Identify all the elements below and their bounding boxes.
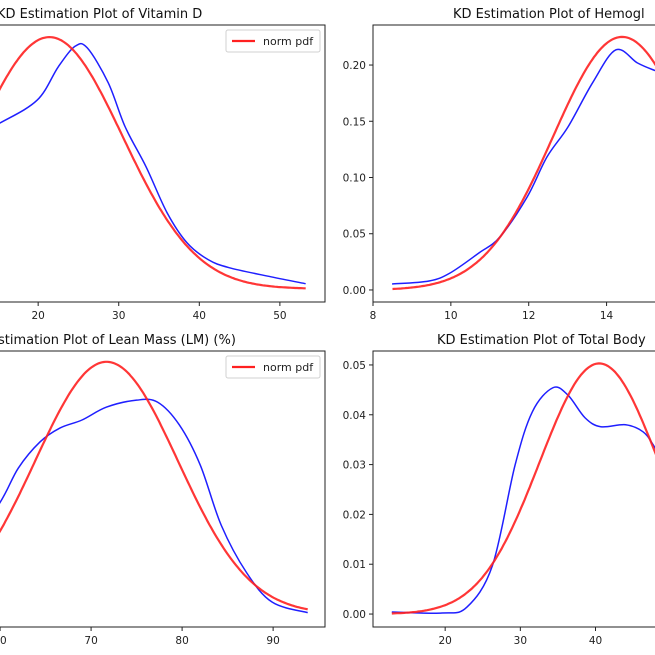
x-tick-label: 50 (273, 310, 286, 322)
x-tick-label: 10 (444, 310, 457, 322)
subplot-2: KD Estimation Plot of Hemogl 8 10 12 14 0.00 0… (343, 7, 655, 322)
axes-frame (0, 24, 326, 303)
norm-pdf-curve (391, 362, 655, 615)
x-tick-label: 40 (193, 310, 206, 322)
y-tick-label: 0.05 (343, 360, 366, 372)
x-tick-label: 20 (438, 635, 451, 647)
legend-label: norm pdf (263, 361, 314, 374)
x-tick-label: 40 (589, 635, 602, 647)
axes-frame (372, 350, 655, 628)
y-tick-label: 0.04 (343, 410, 367, 422)
x-tick-label: 30 (514, 635, 527, 647)
x-tick-label: 30 (112, 310, 125, 322)
plot-area (391, 362, 655, 615)
kde-curve (0, 42, 306, 285)
legend-box (225, 355, 321, 379)
legend: norm pdf (225, 29, 321, 53)
legend: norm pdf (225, 355, 321, 379)
norm-pdf-curve (0, 360, 308, 611)
kde-curve (391, 386, 655, 615)
subplot-title: KD Estimation Plot of Vitamin D (0, 7, 202, 22)
y-tick-label: 0.10 (343, 173, 366, 185)
plot-area (392, 35, 655, 291)
subplot-title: KD Estimation Plot of Total Body (437, 333, 646, 348)
y-tick-label: 0.05 (343, 229, 366, 241)
y-tick-label: 0.00 (343, 285, 366, 297)
plot-area (0, 360, 308, 614)
norm-pdf-curve (0, 35, 306, 290)
subplot-4: KD Estimation Plot of Total Body 20 30 40 0.… (343, 333, 655, 647)
subplot-1: KD Estimation Plot of Vitamin D 20 30 40 50 n… (0, 7, 326, 322)
subplot-title: stimation Plot of Lean Mass (LM) (%) (0, 333, 236, 348)
kde-curve (392, 48, 655, 285)
subplot-title: KD Estimation Plot of Hemogl (453, 7, 645, 22)
legend-box (225, 29, 321, 53)
y-tick-label: 0.15 (343, 116, 366, 128)
x-tick-label: 60 (0, 635, 7, 647)
legend-label: norm pdf (263, 35, 314, 48)
x-tick-label: 12 (522, 310, 535, 322)
x-tick-label: 90 (266, 635, 279, 647)
axes-frame (372, 24, 655, 303)
x-tick-label: 8 (370, 310, 377, 322)
y-tick-label: 0.00 (343, 609, 366, 621)
y-tick-label: 0.03 (343, 460, 366, 472)
y-tick-label: 0.01 (343, 559, 366, 571)
subplot-3: stimation Plot of Lean Mass (LM) (%) 60 70… (0, 333, 326, 647)
plot-area (0, 35, 306, 290)
x-tick-label: 70 (84, 635, 97, 647)
y-tick-label: 0.02 (343, 509, 366, 521)
x-tick-label: 14 (600, 310, 614, 322)
x-tick-label: 80 (175, 635, 188, 647)
norm-pdf-curve (392, 35, 655, 291)
y-tick-label: 0.20 (343, 60, 366, 72)
axes-frame (0, 350, 326, 628)
kde-curve (0, 398, 308, 614)
x-tick-label: 20 (31, 310, 44, 322)
